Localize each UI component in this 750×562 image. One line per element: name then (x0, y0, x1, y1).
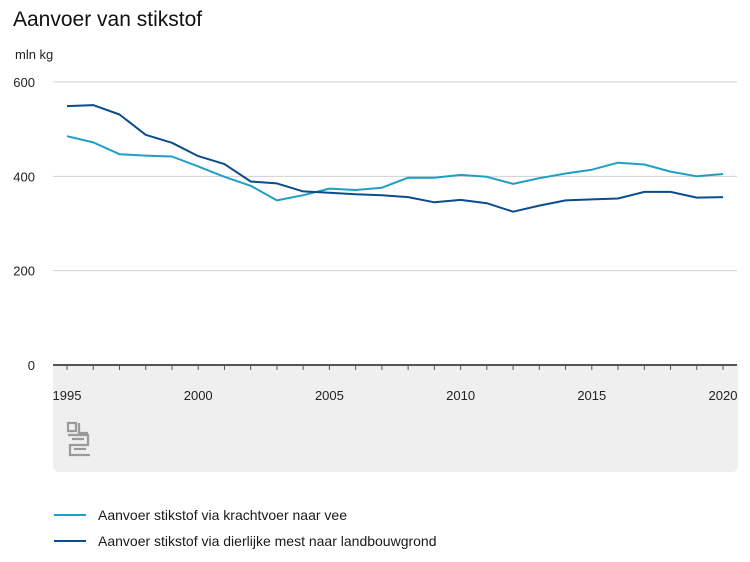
cbs-logo-icon (66, 421, 92, 462)
series-line-1 (66, 135, 724, 202)
x-tick-label: 1995 (53, 388, 82, 403)
x-axis-band (53, 365, 738, 472)
y-tick-label: 0 (28, 358, 35, 373)
y-tick-label: 200 (13, 264, 35, 279)
x-tick-label: 2015 (577, 388, 606, 403)
y-tick-label: 400 (13, 169, 35, 184)
line-chart: 0 200 400 600 1995 2000 2005 2010 2015 2020 (13, 75, 738, 403)
x-tick-label: 2010 (446, 388, 475, 403)
legend-label: Aanvoer stikstof via dierlijke mest naar… (98, 533, 437, 549)
chart-title: Aanvoer van stikstof (13, 8, 203, 31)
legend-label: Aanvoer stikstof via krachtvoer naar vee (98, 507, 348, 523)
x-tick-label: 2000 (184, 388, 213, 403)
series-line-2 (66, 104, 724, 213)
y-axis-unit-label: mln kg (15, 47, 54, 62)
y-tick-label: 600 (13, 75, 35, 90)
legend: Aanvoer stikstof via krachtvoer naar vee… (54, 502, 437, 554)
x-tick-label: 2005 (315, 388, 344, 403)
legend-item: Aanvoer stikstof via dierlijke mest naar… (54, 528, 437, 554)
legend-item: Aanvoer stikstof via krachtvoer naar vee (54, 502, 437, 528)
legend-swatch (54, 514, 86, 516)
legend-swatch (54, 540, 86, 542)
x-tick-label: 2020 (709, 388, 738, 403)
